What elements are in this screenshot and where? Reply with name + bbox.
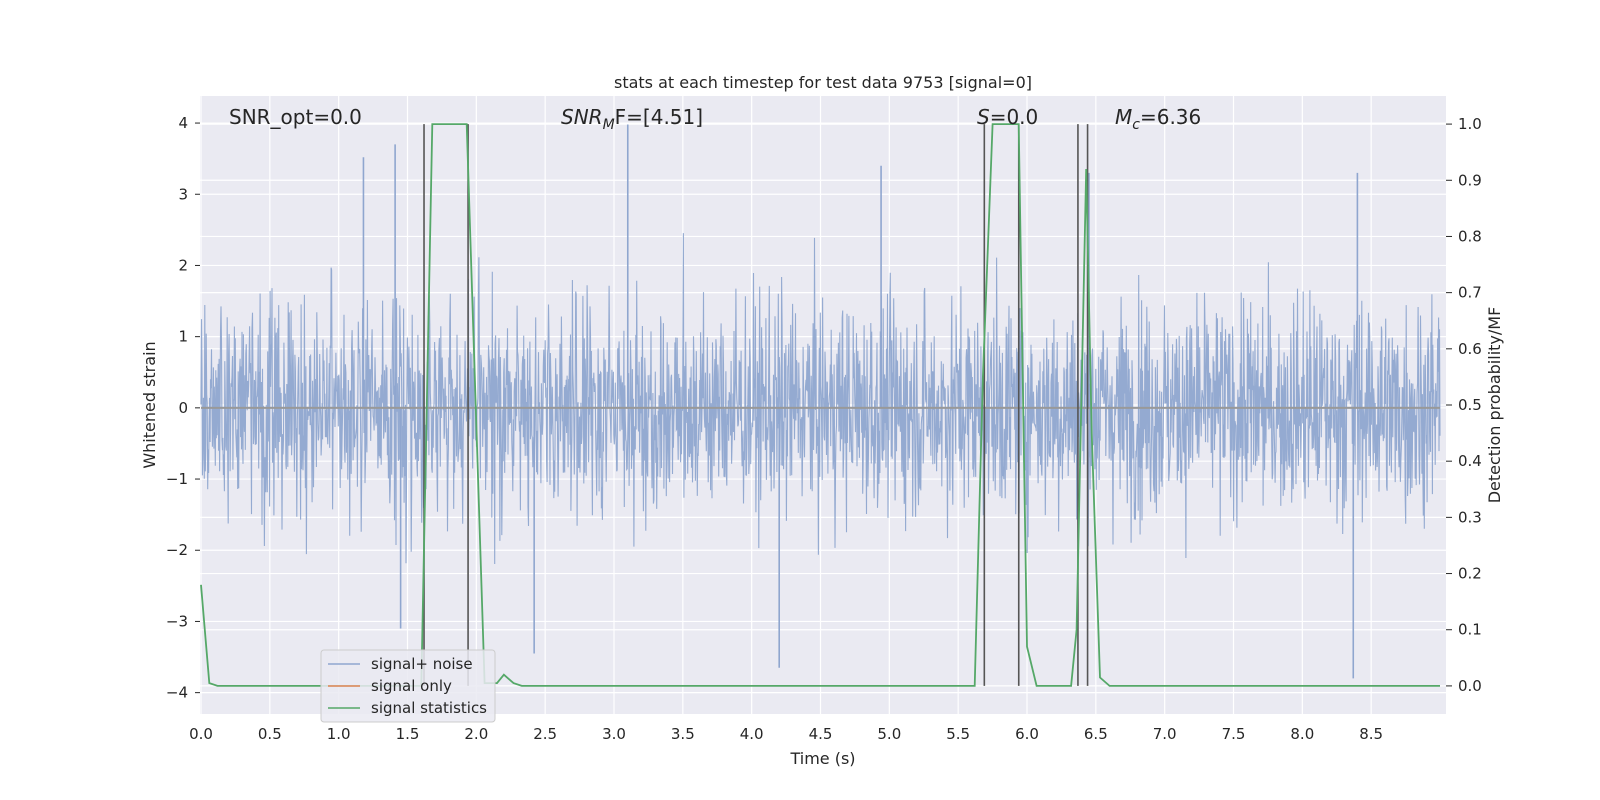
y2-tick-label: 0.8 — [1458, 227, 1482, 245]
annotation-mc-sub: c — [1132, 117, 1140, 133]
legend-label-signal-only: signal only — [371, 677, 452, 695]
signal-statistics-series — [200, 123, 1440, 687]
annotation-mc-rest: =6.36 — [1140, 105, 1201, 129]
y-tick-label: −4 — [166, 684, 188, 702]
y-tick-label: 0 — [178, 399, 188, 417]
x-axis-ticks: 0.0 0.5 1.0 1.5 2.0 2.5 3.0 3.5 4.0 4.5 5.0 5.5 6.0 6… — [189, 725, 1383, 743]
y2-tick-label: 0.1 — [1458, 621, 1482, 639]
x-tick-label: 7.0 — [1153, 725, 1177, 743]
x-tick-label: 5.5 — [946, 725, 970, 743]
y-tick-label: −2 — [166, 541, 188, 559]
x-axis-label: Time (s) — [789, 749, 855, 768]
noise-series-signal-plus-noise — [200, 124, 1441, 679]
right-y-axis-ticks: 1.0 0.9 0.8 0.7 0.6 0.5 0.4 0.3 0.2 0.1 0.0 — [1446, 115, 1482, 695]
annotation-snr-opt: SNR_opt=0.0 — [229, 105, 362, 129]
x-tick-label: 1.0 — [327, 725, 351, 743]
x-tick-label: 4.5 — [809, 725, 833, 743]
y2-tick-label: 0.2 — [1458, 565, 1482, 583]
annotation-snr-mf: SNRMF=[4.51] — [561, 105, 703, 133]
y2-tick-label: 0.4 — [1458, 452, 1482, 470]
x-tick-label: 5.0 — [877, 725, 901, 743]
noise-trace — [200, 233, 1441, 565]
legend: signal+ noise signal only signal statist… — [320, 649, 496, 723]
annotation-mc: Mc=6.36 — [1115, 105, 1201, 133]
x-tick-label: 7.5 — [1222, 725, 1246, 743]
y-tick-label: −3 — [166, 612, 188, 630]
x-tick-label: 3.5 — [671, 725, 695, 743]
y-tick-label: −1 — [166, 470, 188, 488]
annotation-s-main: S — [977, 105, 990, 129]
left-y-axis-ticks: 4 3 2 1 0 −1 −2 −3 −4 — [166, 114, 200, 702]
x-tick-label: 1.5 — [396, 725, 420, 743]
annotation-snr-mf-sub: M — [603, 117, 615, 133]
y2-tick-label: 0.0 — [1458, 677, 1482, 695]
x-tick-label: 2.5 — [533, 725, 557, 743]
x-tick-label: 6.5 — [1084, 725, 1108, 743]
x-tick-label: 8.5 — [1359, 725, 1383, 743]
x-tick-label: 0.5 — [258, 725, 282, 743]
signal-statistics-line — [200, 123, 1440, 687]
annotation-s-rest: =0.0 — [990, 105, 1039, 129]
y2-tick-label: 0.6 — [1458, 340, 1482, 358]
y2-tick-label: 0.7 — [1458, 284, 1482, 302]
annotation-snr-mf-main: SNR — [561, 105, 603, 129]
x-tick-label: 4.0 — [740, 725, 764, 743]
y-tick-label: 4 — [178, 114, 188, 132]
legend-label-signal-statistics: signal statistics — [371, 699, 487, 717]
y2-tick-label: 0.9 — [1458, 171, 1482, 189]
x-tick-label: 3.0 — [602, 725, 626, 743]
y2-axis-label: Detection probability/MF — [1485, 307, 1504, 504]
x-tick-label: 2.0 — [464, 725, 488, 743]
y-tick-label: 1 — [178, 328, 188, 346]
x-tick-label: 6.0 — [1015, 725, 1039, 743]
annotation-mc-main: M — [1115, 105, 1132, 129]
y2-tick-label: 0.3 — [1458, 508, 1482, 526]
chart-title: stats at each timestep for test data 975… — [614, 73, 1032, 92]
y-tick-label: 2 — [178, 256, 188, 274]
annotation-s: S=0.0 — [977, 105, 1038, 129]
y-axis-label: Whitened strain — [140, 341, 159, 468]
x-tick-label: 8.0 — [1290, 725, 1314, 743]
y2-tick-label: 0.5 — [1458, 396, 1482, 414]
legend-box — [320, 649, 496, 723]
annotation-snr-mf-rest: F=[4.51] — [615, 105, 703, 129]
x-tick-label: 0.0 — [189, 725, 213, 743]
y-tick-label: 3 — [178, 185, 188, 203]
legend-label-signal-plus-noise: signal+ noise — [371, 655, 473, 673]
y2-tick-label: 1.0 — [1458, 115, 1482, 133]
